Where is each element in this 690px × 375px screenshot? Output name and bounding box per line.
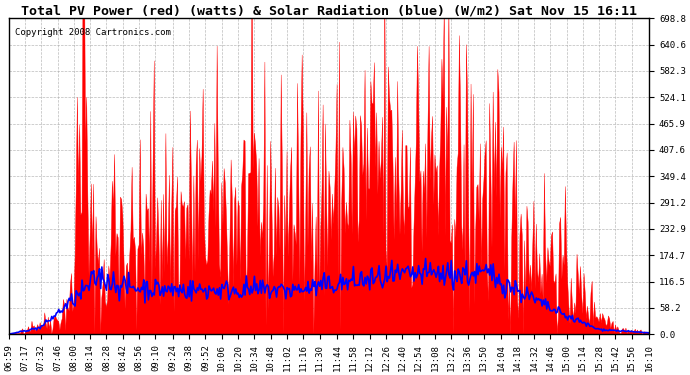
Title: Total PV Power (red) (watts) & Solar Radiation (blue) (W/m2) Sat Nov 15 16:11: Total PV Power (red) (watts) & Solar Rad… bbox=[21, 4, 637, 17]
Text: Copyright 2008 Cartronics.com: Copyright 2008 Cartronics.com bbox=[15, 28, 171, 37]
